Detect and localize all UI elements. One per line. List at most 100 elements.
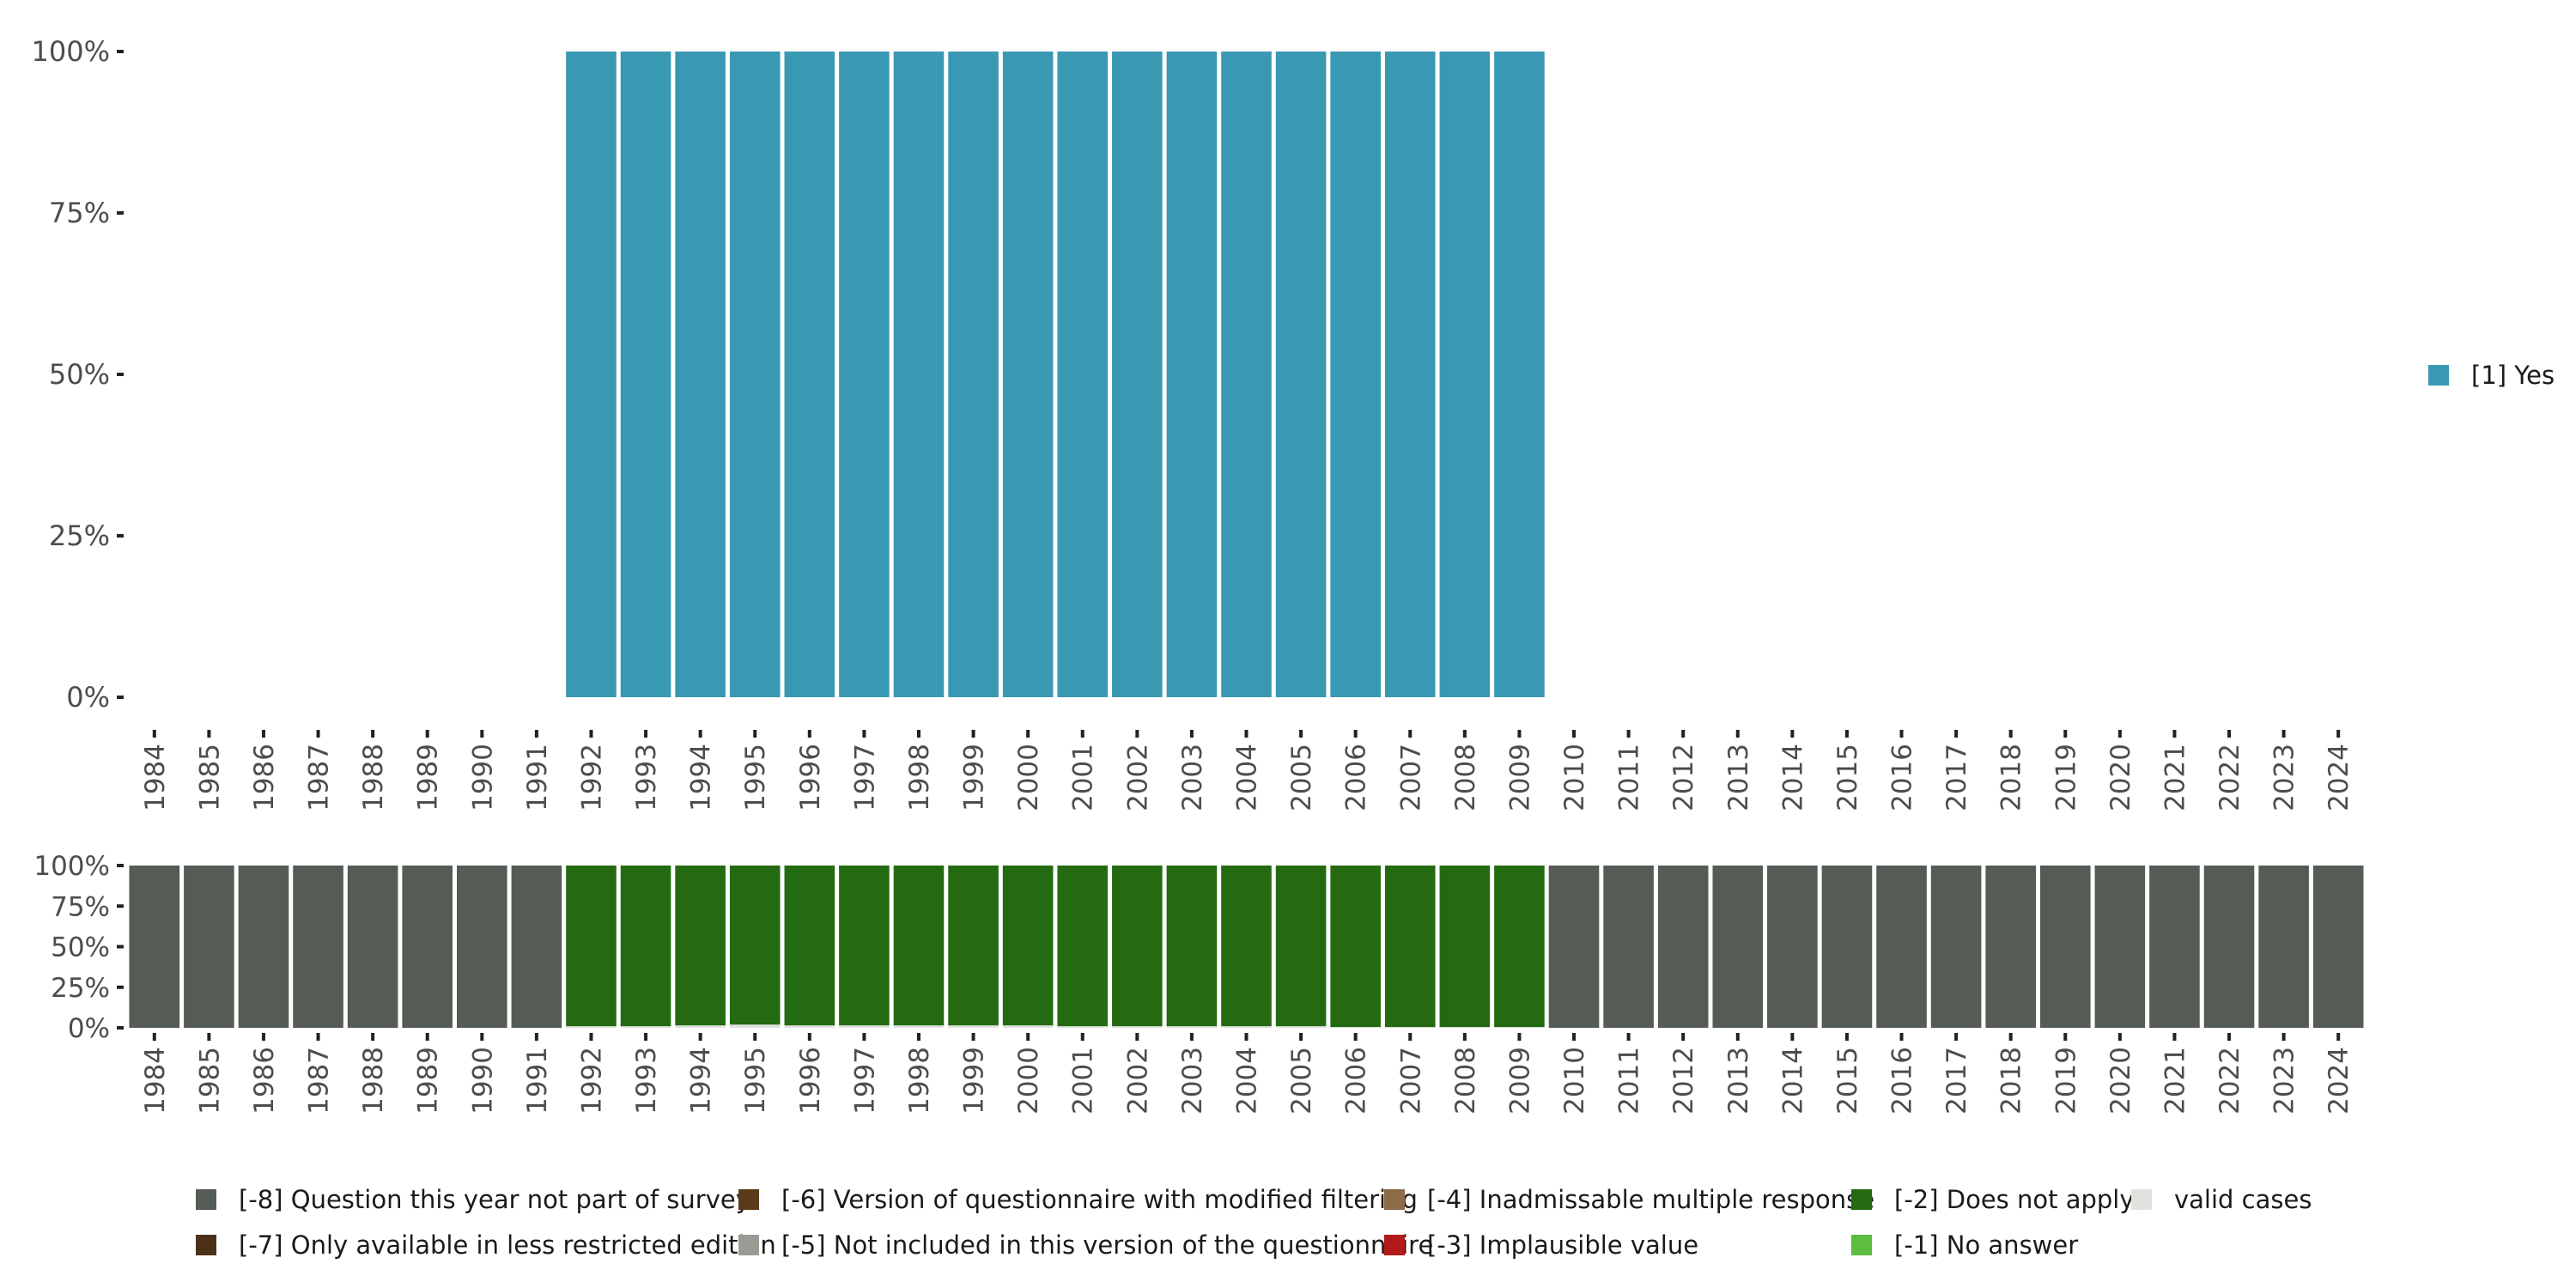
bottom-chart-panel: 0% 25% 50% 75% 100% 1984 1985 1986 1987 1988 1989 1… <box>33 851 2364 1115</box>
bar-1997 <box>839 1025 890 1028</box>
x-tick-label: 2004 <box>1232 1047 1263 1115</box>
bar-1994 <box>675 1025 726 1028</box>
x-tick-label: 1984 <box>140 1047 171 1115</box>
x-tick-label: 2009 <box>1504 1047 1535 1115</box>
y-tick-label: 0% <box>68 1013 110 1044</box>
x-tick-label: 2005 <box>1286 744 1317 811</box>
bar-2002 <box>1112 1026 1163 1028</box>
x-tick-label: 2011 <box>1614 744 1645 811</box>
bar-2003 <box>1166 1026 1218 1028</box>
bar-2022 <box>2203 866 2255 1028</box>
bar-1988 <box>347 866 398 1028</box>
x-tick-label: 2018 <box>1996 1047 2027 1115</box>
bar-2003 <box>1166 866 1218 1027</box>
y-tick-label: 25% <box>51 973 110 1004</box>
x-tick-label: 1992 <box>576 1047 607 1115</box>
x-tick-label: 2004 <box>1232 744 1263 811</box>
x-tick-label: 2014 <box>1777 1047 1808 1115</box>
x-tick-label: 2006 <box>1341 744 1372 811</box>
x-tick-label: 2021 <box>2160 744 2190 811</box>
x-tick-label: 1994 <box>686 1047 717 1115</box>
x-tick-label: 2015 <box>1832 1047 1863 1115</box>
bar-1994 <box>675 52 726 697</box>
bar-1998 <box>893 52 945 697</box>
bar-2020 <box>2094 866 2146 1028</box>
x-tick-label: 2013 <box>1723 1047 1754 1115</box>
x-tick-label: 2014 <box>1777 744 1808 811</box>
x-tick-label: 1993 <box>631 1047 662 1115</box>
bar-1999 <box>948 866 999 1026</box>
bar-2021 <box>2149 866 2200 1028</box>
y-tick-label: 50% <box>51 933 110 963</box>
x-tick-label: 1986 <box>249 1047 280 1115</box>
bar-2017 <box>1930 866 1982 1028</box>
bar-1984 <box>129 866 180 1028</box>
bar-1999 <box>948 1025 999 1028</box>
x-tick-label: 2015 <box>1832 744 1863 811</box>
x-tick-label: 1996 <box>795 744 826 811</box>
x-tick-label: 2002 <box>1122 1047 1153 1115</box>
y-tick-label: 75% <box>49 197 110 229</box>
bar-2010 <box>1548 866 1600 1028</box>
bar-2005 <box>1275 52 1327 697</box>
bar-1993 <box>620 52 671 697</box>
bar-2002 <box>1112 866 1163 1027</box>
bar-2006 <box>1330 52 1381 697</box>
x-tick-label: 2016 <box>1887 744 1918 811</box>
x-tick-label: 2000 <box>1013 1047 1044 1115</box>
legend-label: [1] Yes <box>2471 361 2555 390</box>
x-tick-label: 1991 <box>522 744 553 811</box>
x-tick-label: 1996 <box>795 1047 826 1115</box>
bar-1990 <box>457 866 507 1028</box>
bar-2019 <box>2039 866 2091 1028</box>
bar-1995 <box>729 866 781 1025</box>
bar-1992 <box>566 1026 617 1028</box>
x-tick-label: 2016 <box>1887 1047 1918 1115</box>
x-tick-label: 2011 <box>1614 1047 1645 1115</box>
bar-1997 <box>839 866 890 1026</box>
bar-2001 <box>1057 866 1109 1027</box>
x-tick-label: 2020 <box>2105 744 2136 811</box>
top-chart-panel: 0% 25% 50% 75% 100% 1984 1985 1986 1987 1988 1989 1… <box>32 35 2355 811</box>
x-tick-label: 1999 <box>959 744 990 811</box>
y-tick-label: 100% <box>32 35 110 68</box>
x-tick-label: 2019 <box>2050 1047 2081 1115</box>
x-tick-label: 2008 <box>1450 744 1481 811</box>
bar-2011 <box>1603 866 1654 1028</box>
bar-1993 <box>620 1026 671 1028</box>
x-tick-label: 1990 <box>467 744 498 811</box>
bar-1992 <box>566 52 617 697</box>
bar-2015 <box>1821 866 1873 1028</box>
bar-2009 <box>1494 866 1545 1028</box>
x-tick-label: 1987 <box>304 744 335 811</box>
bar-1986 <box>238 866 289 1028</box>
x-tick-label: 2017 <box>1941 744 1972 811</box>
x-tick-label: 2001 <box>1068 1047 1099 1115</box>
bar-2006 <box>1330 1027 1381 1028</box>
x-tick-label: 1993 <box>631 744 662 811</box>
bar-2024 <box>2312 866 2364 1028</box>
bar-2005 <box>1275 866 1327 1027</box>
x-tick-label: 1994 <box>686 744 717 811</box>
x-tick-label: 2010 <box>1559 1047 1590 1115</box>
x-tick-label: 2019 <box>2050 744 2081 811</box>
x-tick-label: 2007 <box>1395 1047 1426 1115</box>
bar-2009 <box>1494 1027 1545 1028</box>
x-tick-label: 2022 <box>2215 1047 2245 1115</box>
bar-2003 <box>1166 52 1218 697</box>
x-tick-label: 1988 <box>358 744 389 811</box>
x-tick-label: 1998 <box>904 1047 935 1115</box>
x-tick-label: 1984 <box>140 744 171 811</box>
x-tick-label: 2003 <box>1177 744 1208 811</box>
x-tick-label: 2023 <box>2269 744 2300 811</box>
x-tick-label: 2012 <box>1668 1047 1699 1115</box>
bar-1997 <box>839 52 890 697</box>
bar-2000 <box>1002 52 1054 697</box>
x-tick-label: 2001 <box>1068 744 1099 811</box>
bar-2001 <box>1057 1026 1109 1028</box>
legend-swatch <box>2428 365 2449 386</box>
bar-1989 <box>402 866 453 1028</box>
bar-1995 <box>729 52 781 697</box>
x-tick-label: 1985 <box>194 1047 225 1115</box>
x-tick-label: 2009 <box>1504 744 1535 811</box>
